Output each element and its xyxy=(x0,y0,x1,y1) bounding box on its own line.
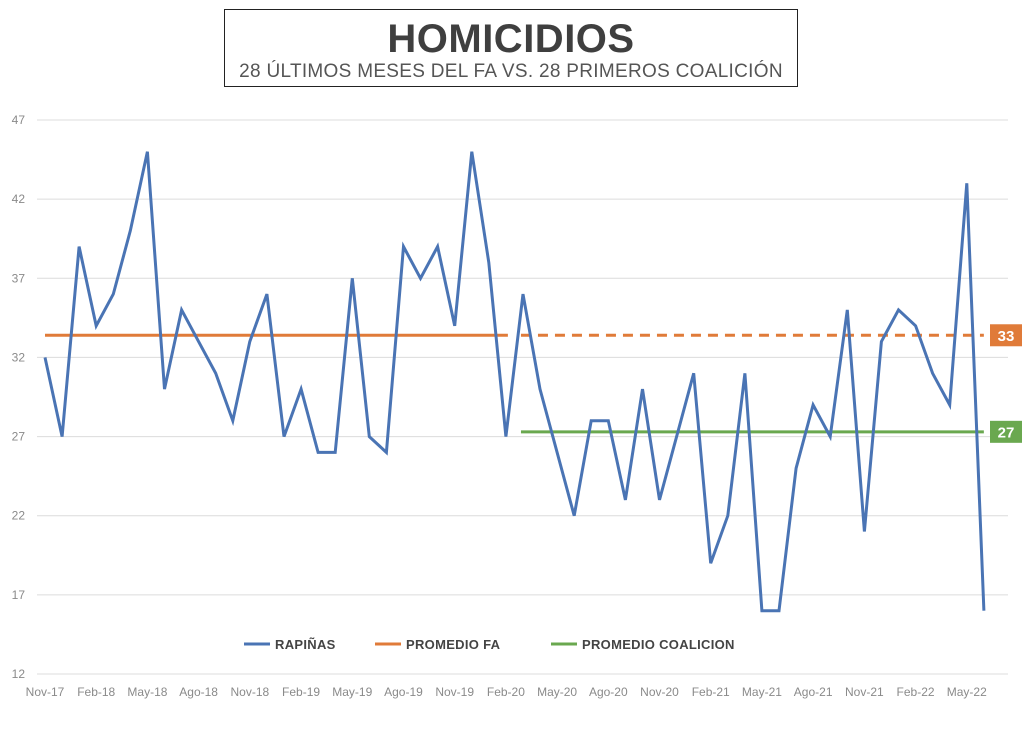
promedio-coalicion-badge xyxy=(990,420,1022,443)
legend-label-rapinas: RAPIÑAS xyxy=(275,637,336,652)
x-tick-label: Ago-19 xyxy=(384,685,423,699)
y-tick-label: 12 xyxy=(12,667,26,681)
y-tick-label: 17 xyxy=(12,588,26,602)
x-tick-label: May-21 xyxy=(742,685,782,699)
rapinas-line xyxy=(43,151,986,613)
x-tick-label: Ago-20 xyxy=(589,685,628,699)
x-tick-label: Nov-21 xyxy=(845,685,884,699)
promedio-fa-badge xyxy=(990,324,1022,347)
title-box: HOMICIDIOS 28 ÚLTIMOS MESES DEL FA VS. 2… xyxy=(224,9,798,87)
x-tick-label: Ago-18 xyxy=(179,685,218,699)
x-tick-label: May-22 xyxy=(947,685,987,699)
chart-subtitle: 28 ÚLTIMOS MESES DEL FA VS. 28 PRIMEROS … xyxy=(239,61,783,82)
x-tick-label: Feb-19 xyxy=(282,685,320,699)
y-axis: 12 17 22 27 32 37 42 47 xyxy=(12,113,26,681)
x-tick-label: Feb-21 xyxy=(692,685,730,699)
x-tick-label: Feb-20 xyxy=(487,685,525,699)
x-tick-label: May-19 xyxy=(332,685,372,699)
legend: RAPIÑAS PROMEDIO FA PROMEDIO COALICION xyxy=(244,637,735,652)
average-badges: 33 27 xyxy=(990,324,1022,443)
legend-label-promedio-coalicion: PROMEDIO COALICION xyxy=(582,637,735,652)
x-tick-label: May-18 xyxy=(127,685,167,699)
x-tick-label: Feb-18 xyxy=(77,685,115,699)
average-lines xyxy=(45,333,984,434)
promedio-fa-badge-label: 33 xyxy=(998,328,1015,345)
gridlines xyxy=(37,119,1008,675)
y-tick-label: 47 xyxy=(12,113,26,127)
y-tick-label: 37 xyxy=(12,271,26,285)
chart-title: HOMICIDIOS xyxy=(387,17,635,61)
y-tick-label: 42 xyxy=(12,192,26,206)
x-tick-label: Nov-18 xyxy=(230,685,269,699)
series-layer xyxy=(43,151,986,613)
x-tick-label: Ago-21 xyxy=(794,685,833,699)
legend-label-promedio-fa: PROMEDIO FA xyxy=(406,637,501,652)
y-tick-label: 22 xyxy=(12,509,26,523)
x-tick-label: Feb-22 xyxy=(897,685,935,699)
promedio-coalicion-badge-label: 27 xyxy=(998,424,1015,441)
x-tick-label: Nov-17 xyxy=(26,685,65,699)
x-tick-label: May-20 xyxy=(537,685,577,699)
x-axis: Nov-17 Feb-18 May-18 Ago-18 Nov-18 Feb-19 May-… xyxy=(26,685,987,699)
y-tick-label: 27 xyxy=(12,430,26,444)
x-tick-label: Nov-19 xyxy=(435,685,474,699)
y-tick-label: 32 xyxy=(12,350,26,364)
x-tick-label: Nov-20 xyxy=(640,685,679,699)
